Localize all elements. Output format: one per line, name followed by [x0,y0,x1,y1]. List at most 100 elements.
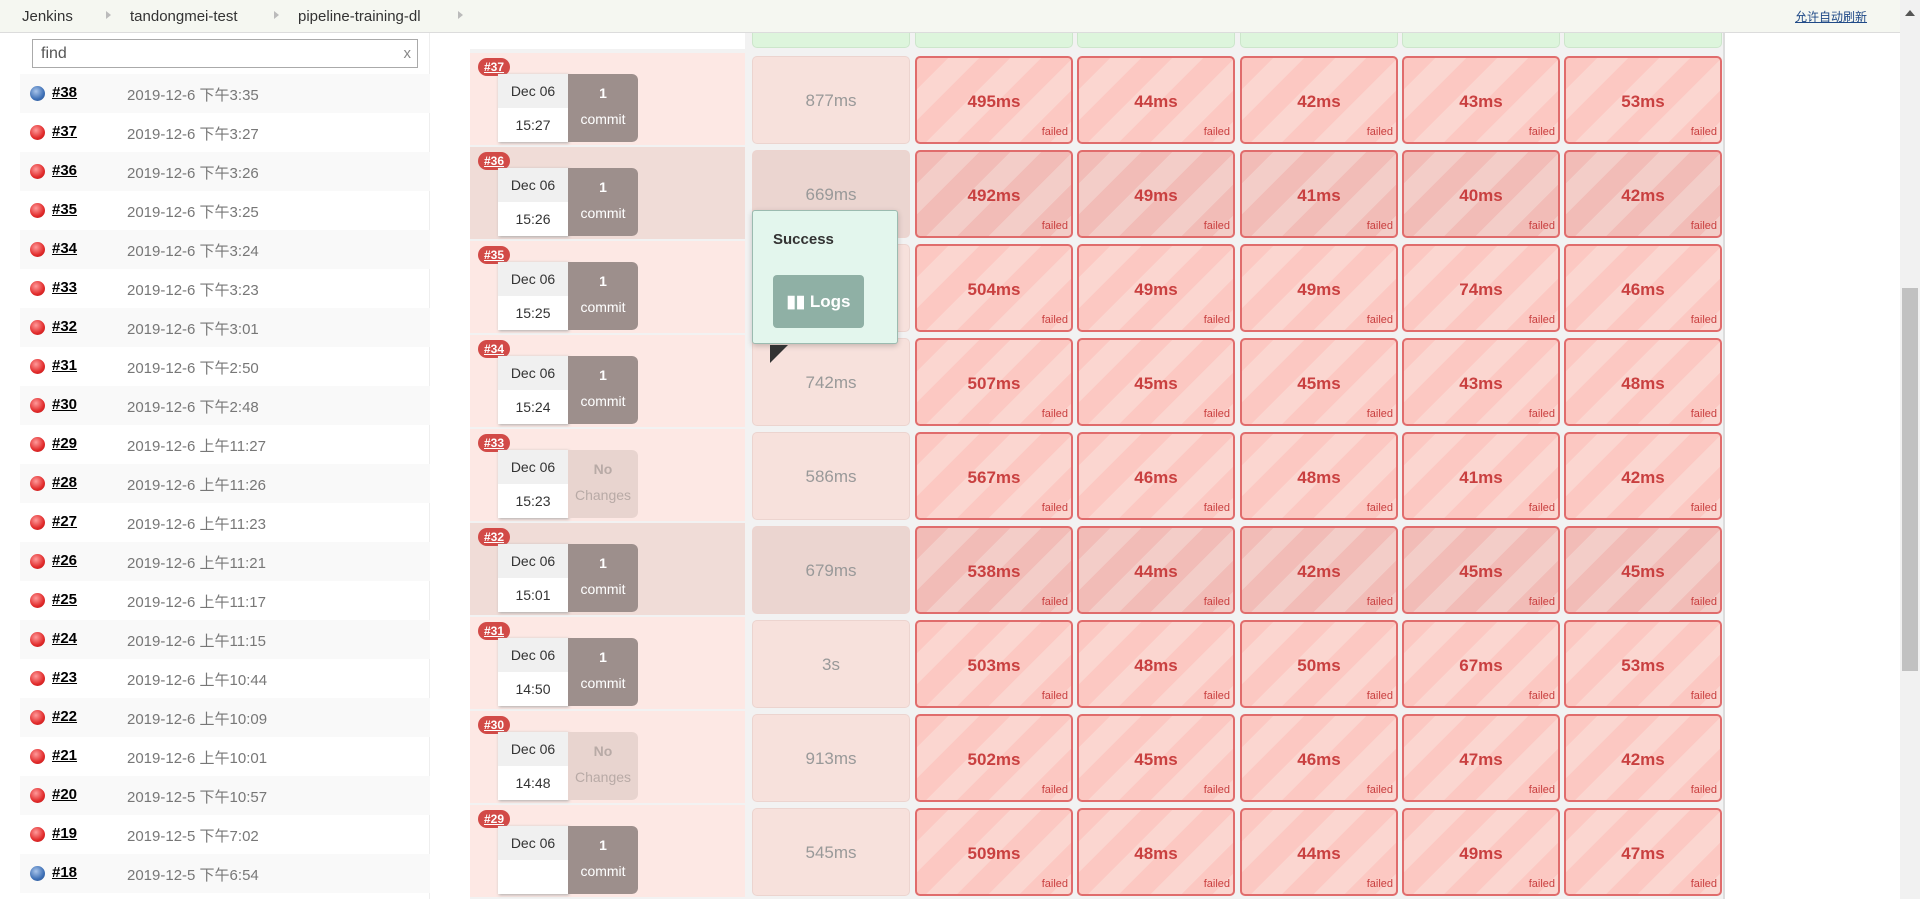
stage-cell-failed[interactable]: 53ms failed [1564,56,1722,144]
history-item[interactable]: #20 2019-12-5 下午10:57 [20,776,430,815]
stage-cell[interactable] [915,33,1073,48]
build-number-link[interactable]: #20 [52,786,78,803]
history-item[interactable]: #19 2019-12-5 下午7:02 [20,815,430,854]
build-number-link[interactable]: #27 [52,513,78,530]
breadcrumb-job[interactable]: pipeline-training-dl [298,8,421,25]
stage-cell-failed[interactable]: 42ms failed [1564,150,1722,238]
stage-cell-failed[interactable]: 495ms failed [915,56,1073,144]
stage-cell-failed[interactable]: 504ms failed [915,244,1073,332]
build-badge[interactable]: #35 [478,246,511,264]
stage-cell-failed[interactable]: 509ms failed [915,808,1073,896]
stage-cell-failed[interactable]: 538ms failed [915,526,1073,614]
scrollbar-thumb[interactable] [1902,288,1918,671]
stage-cell-failed[interactable]: 45ms failed [1240,338,1398,426]
changes-button[interactable]: 1 commit [568,262,638,330]
history-item[interactable]: #24 2019-12-6 上午11:15 [20,620,430,659]
breadcrumb-arrow-icon[interactable] [274,11,279,19]
stage-cell-failed[interactable]: 42ms failed [1240,56,1398,144]
history-item[interactable]: #29 2019-12-6 上午11:27 [20,425,430,464]
build-number-link[interactable]: #26 [52,552,78,569]
stage-cell[interactable] [1077,33,1235,48]
build-number-link[interactable]: #38 [52,84,78,101]
build-badge[interactable]: #34 [478,340,511,358]
stage-cell-failed[interactable]: 44ms failed [1077,56,1235,144]
stage-cell[interactable] [1402,33,1560,48]
history-item[interactable]: #26 2019-12-6 上午11:21 [20,542,430,581]
breadcrumb-jenkins[interactable]: Jenkins [22,8,73,25]
stage-cell-failed[interactable]: 50ms failed [1240,620,1398,708]
stage-cell[interactable]: 3s [752,620,910,708]
stage-cell-failed[interactable]: 567ms failed [915,432,1073,520]
build-number-link[interactable]: #29 [52,435,78,452]
stage-cell[interactable]: 586ms [752,432,910,520]
stage-cell-failed[interactable]: 507ms failed [915,338,1073,426]
stage-cell-failed[interactable]: 46ms failed [1564,244,1722,332]
stage-cell-failed[interactable]: 502ms failed [915,714,1073,802]
build-badge[interactable]: #29 [478,810,511,828]
history-item[interactable]: #28 2019-12-6 上午11:26 [20,464,430,503]
build-number-link[interactable]: #33 [52,279,78,296]
history-item[interactable]: #36 2019-12-6 下午3:26 [20,152,430,191]
stage-cell-failed[interactable]: 43ms failed [1402,56,1560,144]
history-item[interactable]: #22 2019-12-6 上午10:09 [20,698,430,737]
stage-cell-failed[interactable]: 47ms failed [1402,714,1560,802]
history-item[interactable]: #30 2019-12-6 下午2:48 [20,386,430,425]
history-item[interactable]: #21 2019-12-6 上午10:01 [20,737,430,776]
build-number-link[interactable]: #34 [52,240,78,257]
build-badge[interactable]: #32 [478,528,511,546]
history-item[interactable]: #32 2019-12-6 下午3:01 [20,308,430,347]
stage-cell-failed[interactable]: 492ms failed [915,150,1073,238]
build-badge[interactable]: #37 [478,58,511,76]
build-number-link[interactable]: #23 [52,669,78,686]
history-item[interactable]: #31 2019-12-6 下午2:50 [20,347,430,386]
breadcrumb-arrow-icon[interactable] [458,11,463,19]
stage-cell-failed[interactable]: 49ms failed [1077,244,1235,332]
build-number-link[interactable]: #30 [52,396,78,413]
stage-cell-failed[interactable]: 43ms failed [1402,338,1560,426]
stage-cell[interactable] [1240,33,1398,48]
changes-button[interactable]: No Changes [568,732,638,800]
stage-cell-failed[interactable]: 49ms failed [1240,244,1398,332]
stage-cell-failed[interactable]: 44ms failed [1240,808,1398,896]
changes-button[interactable]: 1 commit [568,826,638,894]
build-number-link[interactable]: #35 [52,201,78,218]
history-item[interactable]: #35 2019-12-6 下午3:25 [20,191,430,230]
stage-cell-failed[interactable]: 42ms failed [1240,526,1398,614]
build-number-link[interactable]: #28 [52,474,78,491]
build-number-link[interactable]: #36 [52,162,78,179]
stage-cell-failed[interactable]: 42ms failed [1564,714,1722,802]
stage-cell[interactable]: 679ms [752,526,910,614]
stage-cell-failed[interactable]: 42ms failed [1564,432,1722,520]
build-badge[interactable]: #33 [478,434,511,452]
stage-cell[interactable]: 877ms [752,56,910,144]
changes-button[interactable]: No Changes [568,450,638,518]
history-item[interactable]: #23 2019-12-6 上午10:44 [20,659,430,698]
stage-cell-failed[interactable]: 41ms failed [1240,150,1398,238]
stage-cell-failed[interactable]: 45ms failed [1077,338,1235,426]
changes-button[interactable]: 1 commit [568,168,638,236]
stage-cell-failed[interactable]: 40ms failed [1402,150,1560,238]
changes-button[interactable]: 1 commit [568,356,638,424]
stage-cell-failed[interactable]: 48ms failed [1077,808,1235,896]
history-item[interactable]: #34 2019-12-6 下午3:24 [20,230,430,269]
build-number-link[interactable]: #37 [52,123,78,140]
build-badge[interactable]: #30 [478,716,511,734]
build-number-link[interactable]: #24 [52,630,78,647]
build-number-link[interactable]: #32 [52,318,78,335]
search-input[interactable] [33,40,373,67]
changes-button[interactable]: 1 commit [568,638,638,706]
clear-search-button[interactable]: x [403,45,412,62]
build-number-link[interactable]: #22 [52,708,78,725]
enable-auto-refresh-link[interactable]: 允许自动刷新 [1795,10,1868,24]
history-item[interactable]: #37 2019-12-6 下午3:27 [20,113,430,152]
breadcrumb-folder[interactable]: tandongmei-test [130,8,238,25]
stage-cell-failed[interactable]: 48ms failed [1240,432,1398,520]
stage-cell-failed[interactable]: 503ms failed [915,620,1073,708]
stage-cell-failed[interactable]: 46ms failed [1077,432,1235,520]
stage-cell-failed[interactable]: 48ms failed [1077,620,1235,708]
stage-cell-failed[interactable]: 48ms failed [1564,338,1722,426]
stage-cell-failed[interactable]: 49ms failed [1402,808,1560,896]
stage-cell-failed[interactable]: 67ms failed [1402,620,1560,708]
breadcrumb-arrow-icon[interactable] [106,11,111,19]
stage-cell[interactable]: 545ms [752,808,910,896]
